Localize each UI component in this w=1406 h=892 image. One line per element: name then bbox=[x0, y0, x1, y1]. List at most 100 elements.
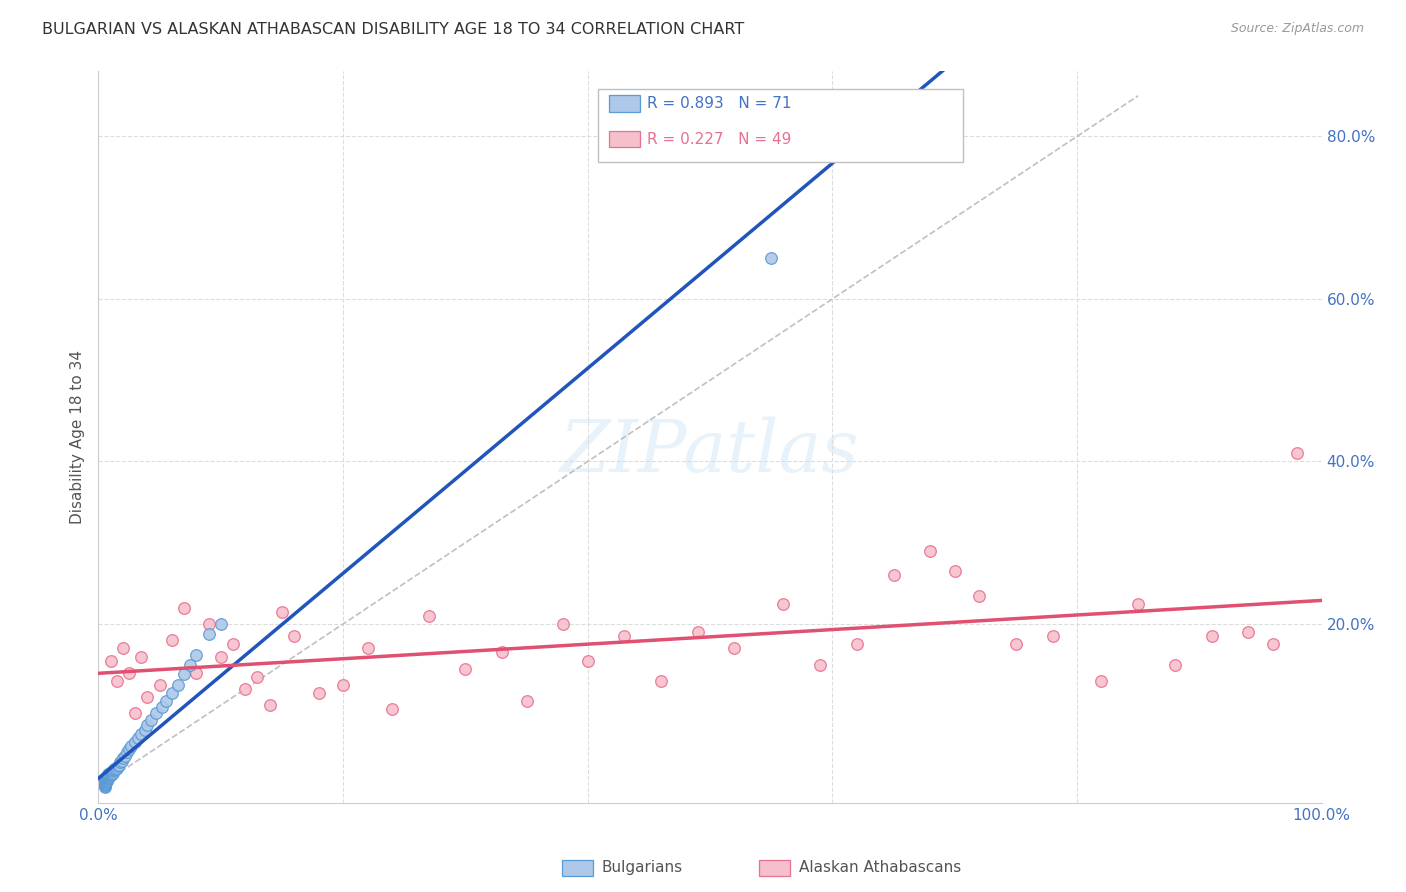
Point bbox=[93, 774, 115, 789]
Point bbox=[197, 617, 219, 632]
Point bbox=[94, 772, 117, 787]
Point bbox=[129, 649, 152, 664]
Point bbox=[209, 649, 232, 664]
Point bbox=[98, 769, 121, 783]
Point bbox=[111, 754, 134, 768]
Point bbox=[155, 694, 177, 708]
Text: R = 0.893   N = 71: R = 0.893 N = 71 bbox=[647, 96, 792, 111]
Point bbox=[114, 748, 136, 763]
Point bbox=[259, 698, 281, 713]
Point bbox=[246, 670, 269, 684]
Point bbox=[381, 702, 404, 716]
Point bbox=[97, 771, 120, 785]
Point bbox=[686, 625, 709, 640]
Point bbox=[96, 772, 118, 786]
Point bbox=[145, 706, 167, 721]
Point bbox=[94, 772, 117, 786]
Point bbox=[94, 771, 117, 785]
Point bbox=[491, 645, 513, 659]
Point bbox=[103, 762, 125, 776]
Point bbox=[1261, 637, 1284, 651]
Point bbox=[134, 723, 156, 737]
Point bbox=[356, 641, 378, 656]
Point bbox=[94, 773, 117, 788]
Point bbox=[136, 718, 159, 732]
Point bbox=[115, 746, 138, 760]
Point bbox=[1128, 597, 1150, 611]
Point bbox=[94, 772, 117, 787]
Point bbox=[149, 678, 172, 692]
Point bbox=[808, 657, 831, 672]
Point bbox=[120, 739, 142, 753]
Point bbox=[93, 779, 115, 793]
Point bbox=[723, 641, 745, 656]
Point bbox=[209, 617, 232, 632]
Point bbox=[772, 597, 794, 611]
Point bbox=[100, 654, 122, 668]
Point bbox=[104, 763, 127, 777]
Point bbox=[173, 600, 195, 615]
Point bbox=[943, 564, 966, 578]
Point bbox=[650, 673, 672, 688]
Point bbox=[118, 742, 141, 756]
Point bbox=[101, 765, 124, 780]
Point bbox=[93, 774, 115, 789]
Point bbox=[136, 690, 159, 705]
Point bbox=[98, 770, 121, 784]
Point bbox=[576, 654, 599, 668]
Point bbox=[920, 544, 942, 558]
Point bbox=[124, 706, 146, 721]
Point bbox=[96, 772, 118, 787]
Point bbox=[332, 678, 354, 692]
Point bbox=[1201, 629, 1223, 643]
Point bbox=[101, 764, 124, 779]
Point bbox=[967, 589, 990, 603]
Point bbox=[98, 768, 121, 782]
Text: R = 0.227   N = 49: R = 0.227 N = 49 bbox=[647, 132, 792, 146]
Point bbox=[100, 766, 122, 780]
Point bbox=[197, 626, 219, 640]
Point bbox=[186, 648, 208, 662]
Point bbox=[100, 768, 122, 782]
Point bbox=[160, 633, 183, 648]
Point bbox=[96, 772, 118, 787]
Point bbox=[101, 766, 124, 780]
Point bbox=[93, 775, 115, 789]
Point bbox=[553, 617, 575, 632]
Point bbox=[96, 771, 118, 785]
Text: Alaskan Athabascans: Alaskan Athabascans bbox=[799, 860, 960, 874]
Point bbox=[613, 629, 636, 643]
Point bbox=[1042, 629, 1064, 643]
Point bbox=[97, 769, 120, 783]
Point bbox=[100, 764, 122, 779]
Point bbox=[124, 735, 146, 749]
Point bbox=[418, 608, 440, 623]
Point bbox=[1286, 446, 1309, 460]
Point bbox=[454, 662, 477, 676]
Point bbox=[96, 773, 118, 788]
Point bbox=[761, 252, 783, 266]
Point bbox=[515, 694, 537, 708]
Point bbox=[111, 641, 134, 656]
Point bbox=[118, 665, 141, 680]
Point bbox=[129, 727, 152, 741]
Point bbox=[1090, 673, 1112, 688]
Point bbox=[179, 657, 201, 672]
Point bbox=[93, 777, 115, 791]
Point bbox=[127, 731, 149, 745]
Point bbox=[103, 764, 125, 778]
Point bbox=[110, 755, 132, 769]
Point bbox=[93, 780, 115, 794]
Point bbox=[186, 665, 208, 680]
Point bbox=[160, 686, 183, 700]
Point bbox=[97, 772, 120, 786]
Point bbox=[93, 777, 115, 791]
Point bbox=[94, 772, 117, 787]
Point bbox=[883, 568, 905, 582]
Point bbox=[150, 699, 173, 714]
Point bbox=[93, 775, 115, 789]
Point bbox=[96, 770, 118, 784]
Point bbox=[1164, 657, 1187, 672]
Point bbox=[101, 764, 124, 778]
Point bbox=[94, 774, 117, 789]
